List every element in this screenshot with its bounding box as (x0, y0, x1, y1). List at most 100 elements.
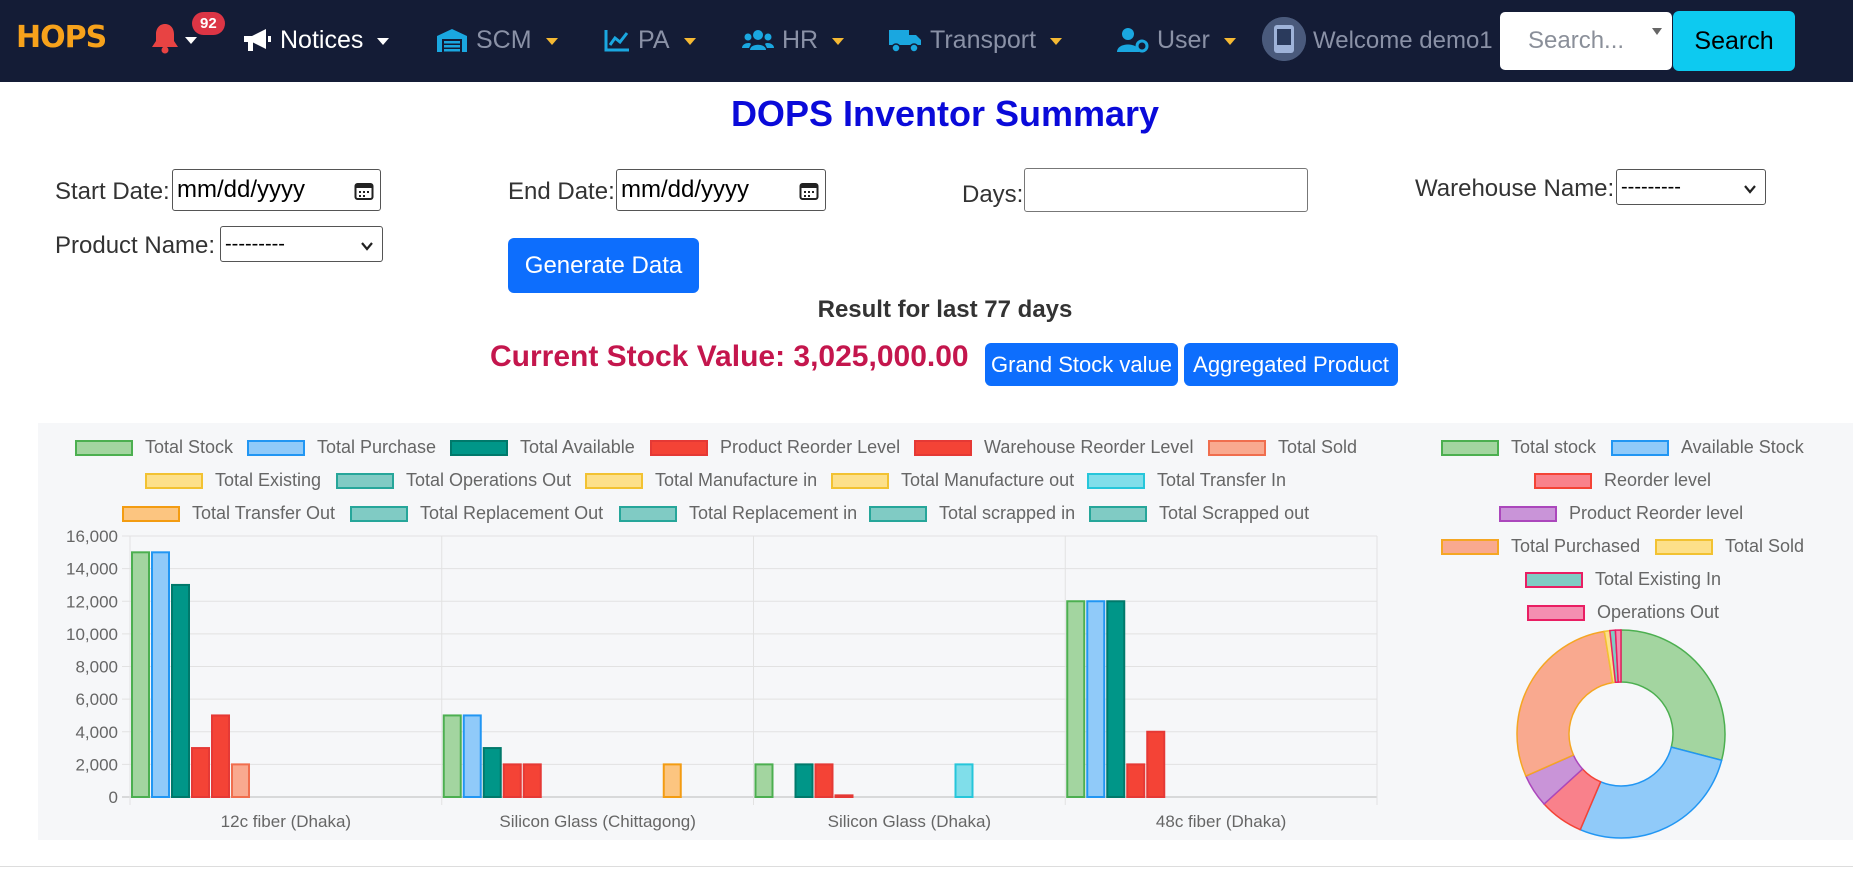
y-tick-label: 2,000 (75, 755, 118, 774)
legend-item-total-existing[interactable]: Total Existing (145, 470, 321, 491)
chevron-down-icon (360, 236, 374, 251)
bar-product-reorder-level[interactable] (502, 763, 522, 798)
start-date-input[interactable]: mm/dd/yyyy (172, 169, 381, 211)
nav-notices[interactable]: Notices (242, 22, 390, 58)
end-date-input[interactable]: mm/dd/yyyy (616, 169, 826, 211)
legend-item-total-available[interactable]: Total Available (450, 437, 635, 458)
notification-caret-icon[interactable] (185, 37, 197, 44)
y-tick-label: 6,000 (75, 690, 118, 709)
nav-scm-label: SCM (476, 25, 532, 54)
end-date-value: mm/dd/yyyy (621, 176, 750, 203)
legend-item-total-manufacture-in[interactable]: Total Manufacture in (585, 470, 817, 491)
legend-item-total-transfer-out[interactable]: Total Transfer Out (122, 503, 335, 524)
bar-total-purchase[interactable] (1086, 600, 1106, 798)
legend-item-product-reorder-level[interactable]: Product Reorder Level (650, 437, 900, 458)
legend-item-reorder-level[interactable]: Reorder level (1534, 470, 1711, 491)
bar-total-available[interactable] (794, 763, 814, 798)
y-tick-label: 4,000 (75, 723, 118, 742)
slice-available-stock[interactable] (1579, 746, 1723, 839)
nav-scm[interactable]: SCM (436, 22, 558, 58)
search-input[interactable]: Search... (1500, 12, 1672, 70)
legend-swatch (1441, 439, 1499, 456)
legend-item-total-stock[interactable]: Total stock (1441, 437, 1596, 458)
legend-label: Total Operations Out (406, 470, 572, 490)
bar-warehouse-reorder-level[interactable] (522, 763, 542, 798)
legend-item-available-stock[interactable]: Available Stock (1611, 437, 1804, 458)
legend-label: Available Stock (1681, 437, 1804, 457)
bar-product-reorder-level[interactable] (191, 747, 210, 798)
legend-item-total-scrapped-out[interactable]: Total Scrapped out (1089, 503, 1309, 524)
warehouse-name-select[interactable]: --------- (1616, 169, 1766, 205)
days-input[interactable] (1024, 168, 1308, 212)
legend-item-total-manufacture-out[interactable]: Total Manufacture out (831, 470, 1074, 491)
grand-stock-value-button[interactable]: Grand Stock value (985, 343, 1178, 386)
legend-swatch (869, 505, 927, 522)
y-tick-label: 12,000 (66, 592, 118, 611)
slice-total-stock[interactable] (1620, 629, 1726, 762)
bar-product-reorder-level[interactable] (814, 763, 834, 798)
bar-warehouse-reorder-level[interactable] (211, 714, 230, 798)
legend-item-total-sold[interactable]: Total Sold (1208, 437, 1357, 458)
bar-total-sold[interactable] (231, 763, 250, 798)
chart-line-icon (604, 28, 630, 52)
legend-item-total-transfer-in[interactable]: Total Transfer In (1087, 470, 1286, 491)
legend-item-warehouse-reorder-level[interactable]: Warehouse Reorder Level (914, 437, 1193, 458)
aggregated-product-button[interactable]: Aggregated Product (1184, 343, 1398, 386)
bar-product-reorder-level[interactable] (1126, 763, 1146, 798)
days-label: Days: (962, 181, 1024, 208)
search-dropdown-icon[interactable] (1652, 28, 1662, 35)
slice-total-purchased[interactable] (1516, 630, 1614, 778)
bar-warehouse-reorder-level[interactable] (1146, 730, 1166, 798)
nav-pa-label: PA (638, 25, 670, 54)
legend-item-total-scrapped-in[interactable]: Total scrapped in (869, 503, 1075, 524)
legend-swatch (1655, 538, 1713, 555)
start-date-value: mm/dd/yyyy (177, 176, 306, 203)
legend-item-product-reorder-level[interactable]: Product Reorder level (1499, 503, 1743, 524)
legend-item-total-sold[interactable]: Total Sold (1655, 536, 1804, 557)
bar-total-stock[interactable] (1066, 600, 1086, 798)
bar-total-available[interactable] (482, 747, 502, 798)
calendar-icon[interactable] (354, 180, 374, 200)
notification-count-badge: 92 (192, 12, 225, 35)
end-date-label: End Date: (508, 178, 615, 205)
nav-hr[interactable]: HR (742, 22, 845, 58)
bar-total-stock[interactable] (754, 763, 774, 798)
nav-pa[interactable]: PA (604, 22, 696, 58)
bar-total-available[interactable] (1106, 600, 1126, 798)
legend-label: Total Scrapped out (1159, 503, 1310, 523)
legend-item-total-purchased[interactable]: Total Purchased (1441, 536, 1640, 557)
legend-item-operations-out[interactable]: Operations Out (1527, 602, 1719, 623)
bar-total-purchase[interactable] (151, 551, 170, 798)
legend-item-total-stock[interactable]: Total Stock (75, 437, 233, 458)
legend-item-total-purchase[interactable]: Total Purchase (247, 437, 436, 458)
legend-label: Total Purchase (317, 437, 437, 457)
bar-warehouse-reorder-level[interactable] (834, 794, 854, 798)
legend-item-total-replacement-out[interactable]: Total Replacement Out (350, 503, 603, 524)
bar-total-stock[interactable] (131, 551, 150, 798)
legend-item-total-existing-in[interactable]: Total Existing In (1525, 569, 1721, 590)
legend-item-total-replacement-in[interactable]: Total Replacement in (619, 503, 857, 524)
bar-total-purchase[interactable] (462, 714, 482, 798)
legend-swatch (1089, 505, 1147, 522)
search-button[interactable]: Search (1673, 11, 1795, 71)
nav-user[interactable]: User (1117, 22, 1236, 58)
generate-data-button[interactable]: Generate Data (508, 238, 699, 293)
legend-item-total-operations-out[interactable]: Total Operations Out (336, 470, 571, 491)
calendar-icon[interactable] (799, 180, 819, 200)
product-name-select[interactable]: --------- (220, 226, 383, 262)
notification-bell-icon[interactable] (150, 22, 180, 56)
slice-operations-out[interactable] (1614, 629, 1622, 683)
legend-label: Total Existing In (1595, 569, 1722, 589)
bar-total-transfer-out[interactable] (662, 763, 682, 798)
legend-label: Reorder level (1604, 470, 1712, 490)
brand-logo[interactable]: HOPS (16, 20, 107, 55)
chevron-down-icon (1743, 179, 1757, 194)
legend-label: Total Transfer In (1157, 470, 1287, 490)
nav-transport[interactable]: Transport (888, 22, 1063, 58)
chevron-down-icon (545, 37, 558, 45)
legend-swatch (350, 505, 408, 522)
bar-total-available[interactable] (171, 583, 190, 798)
bar-total-transfer-in[interactable] (954, 763, 974, 798)
bar-total-stock[interactable] (442, 714, 462, 798)
avatar[interactable] (1262, 17, 1306, 61)
